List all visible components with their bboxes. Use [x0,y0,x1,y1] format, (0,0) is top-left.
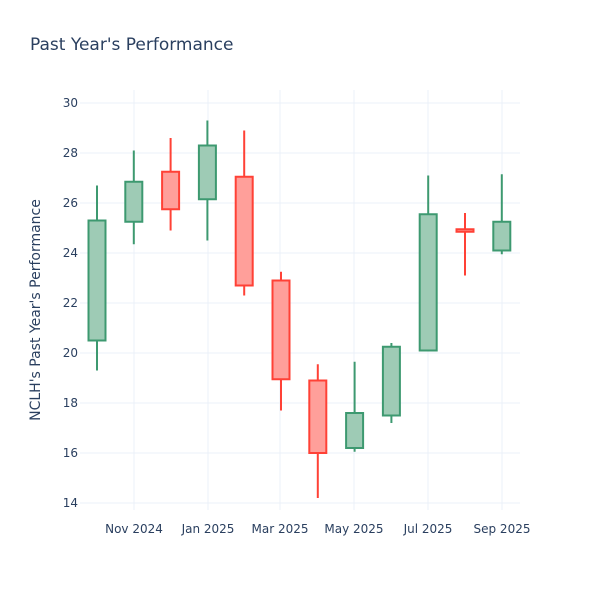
candle-1[interactable] [87,185,107,371]
candle-3[interactable] [161,138,181,231]
candle-body [418,213,438,352]
candle-body [455,228,475,233]
y-tick-label: 30 [63,96,78,110]
x-tick-label: Sep 2025 [474,522,531,536]
candle-body [381,345,401,417]
candle-body [234,175,254,287]
candle-body [345,412,365,449]
candle-5[interactable] [234,130,254,296]
x-tick-label: Mar 2025 [252,522,309,536]
y-tick-label: 18 [63,396,78,410]
y-axis-ticks: 14 16 18 20 22 24 26 28 30 [63,96,78,510]
candle-body [197,144,217,201]
candle-body [124,180,144,223]
candle-6[interactable] [271,271,291,411]
x-tick-label: Nov 2024 [105,522,163,536]
y-tick-label: 16 [63,446,78,460]
x-axis-ticks: Nov 2024 Jan 2025 Mar 2025 May 2025 Jul 2025… [105,522,530,536]
y-tick-label: 28 [63,146,78,160]
candle-body [308,379,328,454]
candle-11[interactable] [455,213,475,276]
candle-4[interactable] [197,120,217,241]
candle-body [161,170,181,211]
candle-body [87,219,107,342]
y-axis-title: NCLH's Past Year's Performance [28,199,44,421]
candle-9[interactable] [381,343,401,423]
candle-body [492,220,512,252]
y-tick-label: 22 [63,296,78,310]
x-tick-label: Jan 2025 [181,522,235,536]
candle-body [271,279,291,381]
y-tick-label: 26 [63,196,78,210]
y-tick-label: 24 [63,246,78,260]
candle-2[interactable] [124,150,144,245]
x-tick-label: Jul 2025 [403,522,453,536]
y-gridlines [80,102,520,504]
chart-title: Past Year's Performance [30,35,234,55]
candle-7[interactable] [308,364,328,498]
y-tick-label: 20 [63,346,78,360]
candles [87,120,512,498]
candle-8[interactable] [345,361,365,452]
y-tick-label: 14 [63,496,78,510]
candle-10[interactable] [418,175,438,352]
candle-12[interactable] [492,174,512,255]
x-tick-label: May 2025 [324,522,383,536]
